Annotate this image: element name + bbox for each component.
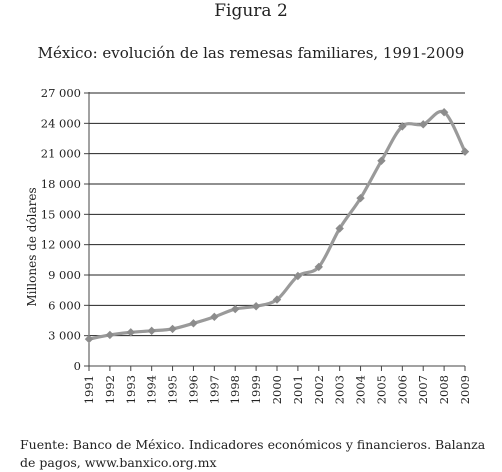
data-point	[272, 295, 282, 304]
data-point	[189, 319, 198, 328]
x-tick-label: 2000	[270, 375, 284, 404]
figure-label: Figura 2	[214, 1, 288, 21]
y-tick-label: 18 000	[41, 177, 81, 191]
x-tick-label: 2004	[354, 375, 368, 404]
data-point	[356, 193, 365, 203]
data-point	[126, 328, 135, 337]
x-tick-label: 2002	[312, 375, 326, 404]
data-point	[84, 334, 94, 344]
data-point	[147, 326, 156, 336]
data-point	[168, 324, 177, 334]
y-tick-label: 21 000	[41, 147, 81, 161]
y-tick-label: 15 000	[41, 207, 81, 221]
series-line	[84, 108, 470, 344]
y-tick-label: 6 000	[48, 298, 81, 312]
chart-title: México: evolución de las remesas familia…	[37, 44, 465, 62]
x-tick-labels: 1991 1992 1993 1994 1995 1996 1997 1998 1999 2000…	[82, 375, 472, 404]
y-tick-labels: 0 3 000 6 000 9 000 12 000 15 000 18 000 21 000…	[41, 86, 81, 373]
data-point	[439, 108, 449, 117]
x-tick-label: 1994	[145, 375, 159, 404]
y-tick-label: 27 000	[41, 86, 81, 100]
x-tick-label: 1991	[82, 375, 96, 404]
source-note: Fuente: Banco de México. Indicadores eco…	[20, 436, 500, 472]
axes	[84, 92, 466, 371]
data-point	[419, 120, 428, 129]
x-tick-label: 2006	[395, 375, 409, 404]
data-point	[251, 302, 261, 311]
source-link[interactable]: www.banxico.org.mx	[84, 455, 217, 470]
source-text: Fuente: Banco de México. Indicadores eco…	[20, 437, 486, 470]
data-point	[293, 271, 303, 281]
y-tick-label: 3 000	[48, 329, 81, 343]
x-tick-label: 2008	[437, 375, 451, 404]
data-point	[314, 262, 323, 272]
x-tick-label: 1998	[228, 375, 242, 404]
data-point	[105, 330, 115, 340]
data-point	[377, 156, 386, 165]
data-point	[231, 304, 240, 314]
data-point	[335, 224, 344, 233]
y-tick-label: 24 000	[41, 116, 81, 130]
x-tick-label: 1995	[166, 375, 180, 404]
data-point	[460, 147, 470, 156]
x-tick-label: 2007	[416, 375, 430, 404]
x-tick-label: 2003	[333, 375, 347, 404]
y-tick-label: 0	[74, 359, 81, 373]
x-tick-label: 1996	[186, 375, 200, 404]
data-point	[210, 312, 219, 322]
data-point	[398, 122, 407, 131]
y-axis-label: Millones de dólares	[25, 187, 39, 306]
x-tick-label: 1999	[249, 375, 263, 404]
x-tick-label: 2005	[374, 375, 388, 404]
x-tick-label: 1997	[207, 375, 221, 404]
x-tick-label: 1992	[103, 375, 117, 404]
y-tick-label: 9 000	[48, 268, 81, 282]
x-tick-label: 2009	[458, 375, 472, 404]
y-tick-label: 12 000	[41, 238, 81, 252]
x-tick-label: 2001	[291, 375, 305, 404]
x-tick-label: 1993	[124, 375, 138, 404]
